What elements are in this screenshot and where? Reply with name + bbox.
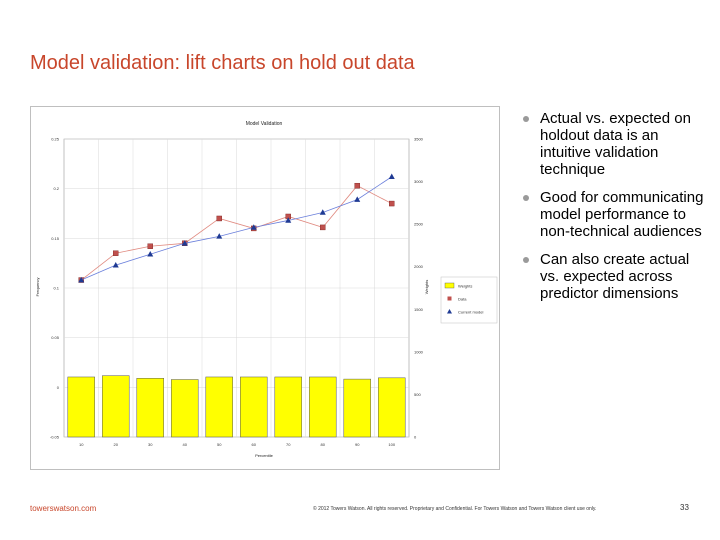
legend-label: Data — [458, 297, 467, 302]
x-tick-label: 40 — [183, 442, 188, 447]
y-tick-label: 0.05 — [51, 335, 60, 340]
y2-tick-label: 500 — [414, 392, 421, 397]
chart-title: Model Validation — [246, 121, 283, 127]
chart-canvas: -0.05 0 0.05 0.1 0.15 0.2 0.25 10 20 30 40 50 60 70 80… — [35, 121, 498, 458]
y2-tick-label: 1000 — [414, 349, 424, 354]
data-series-point — [147, 243, 153, 249]
y2-tick-label: 1500 — [414, 307, 424, 312]
y2-tick-label: 2500 — [414, 222, 424, 227]
model-series-point — [285, 217, 292, 223]
model-series-point — [112, 261, 119, 268]
y2-tick-label: 2000 — [414, 264, 424, 269]
data-series-point — [113, 250, 119, 256]
y2-axis-label: Weights — [424, 280, 429, 294]
model-series-point — [388, 173, 395, 180]
x-tick-label: 60 — [252, 442, 257, 447]
model-series-point — [181, 240, 188, 246]
x-tick-label: 30 — [148, 442, 153, 447]
x-tick-label: 20 — [114, 442, 119, 447]
model-series-point — [250, 224, 257, 230]
bullet-text: Can also create actual vs. expected acro… — [540, 251, 690, 302]
bullet-item: Actual vs. expected on holdout data is a… — [520, 110, 710, 178]
bullet-dot-icon — [523, 116, 529, 122]
x-tick-label: 70 — [286, 442, 291, 447]
legend-swatch — [447, 296, 452, 301]
model-series-point — [216, 233, 223, 239]
data-series-point — [216, 215, 222, 222]
y-tick-label: 0 — [57, 385, 60, 390]
weights-bar — [136, 378, 164, 438]
model-series-point — [78, 276, 85, 283]
bullet-dot-icon — [523, 257, 529, 263]
bullet-text: Good for communicating model performance… — [540, 189, 704, 240]
y-tick-label: 0.1 — [53, 286, 59, 291]
legend-label: Current model — [458, 310, 483, 315]
model-series-point — [319, 209, 326, 215]
weights-bar — [67, 376, 95, 438]
x-tick-label: 90 — [355, 442, 360, 447]
footer-copyright: © 2012 Towers Watson. All rights reserve… — [313, 506, 597, 512]
weights-bar — [102, 375, 130, 438]
weights-bar — [274, 376, 302, 438]
model-series-line — [81, 176, 392, 281]
legend-swatch — [447, 309, 452, 314]
x-tick-label: 50 — [217, 442, 222, 447]
weights-bar — [378, 377, 406, 438]
x-axis-label: Percentile — [255, 453, 274, 458]
lift-chart: -0.05 0 0.05 0.1 0.15 0.2 0.25 10 20 30 40 50 60 70 80… — [30, 106, 500, 470]
y-tick-label: -0.05 — [50, 435, 60, 440]
y2-tick-label: 0 — [414, 435, 417, 440]
legend-swatch — [444, 282, 455, 289]
page-number: 33 — [680, 503, 689, 512]
x-tick-label: 100 — [388, 442, 395, 447]
y-tick-label: 0.2 — [53, 186, 59, 191]
chart-legend: Weights Data Current model — [440, 276, 498, 324]
weights-bar — [205, 376, 233, 438]
slide-title: Model validation: lift charts on hold ou… — [30, 52, 415, 74]
legend-label: Weights — [458, 284, 472, 289]
bullet-item: Good for communicating model performance… — [520, 189, 710, 240]
model-series-point — [354, 196, 361, 202]
weights-bar — [240, 376, 268, 438]
weights-bar — [309, 376, 337, 438]
data-series-point — [320, 224, 326, 231]
bullet-dot-icon — [523, 195, 529, 201]
weights-bar — [343, 378, 371, 438]
footer-website[interactable]: towerswatson.com — [30, 504, 97, 513]
data-series-point — [354, 182, 360, 189]
y2-tick-label: 3500 — [414, 137, 424, 142]
data-series-point — [389, 200, 395, 207]
model-series-point — [147, 251, 154, 257]
y-tick-label: 0.15 — [51, 236, 60, 241]
bullet-list: Actual vs. expected on holdout data is a… — [520, 110, 710, 313]
bullet-item: Can also create actual vs. expected acro… — [520, 251, 710, 302]
x-tick-label: 80 — [321, 442, 326, 447]
y-axis-label: Frequency — [35, 278, 40, 297]
y-tick-label: 0.25 — [51, 137, 60, 142]
weights-bar — [171, 379, 199, 438]
y2-tick-label: 3000 — [414, 179, 424, 184]
x-tick-label: 10 — [79, 442, 84, 447]
data-series-line — [81, 185, 392, 281]
bullet-text: Actual vs. expected on holdout data is a… — [540, 110, 691, 178]
